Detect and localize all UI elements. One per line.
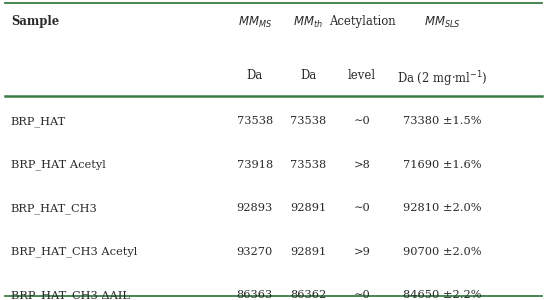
Text: BRP_HAT_CH3 ΔAIL: BRP_HAT_CH3 ΔAIL <box>11 290 130 300</box>
Text: ∼0: ∼0 <box>353 290 370 300</box>
Text: 92893: 92893 <box>237 203 273 213</box>
Text: 86363: 86363 <box>237 290 273 300</box>
Text: Da (2 mg·ml$^{-1}$): Da (2 mg·ml$^{-1}$) <box>397 69 488 89</box>
Text: 73918: 73918 <box>237 160 273 170</box>
Text: 92891: 92891 <box>290 247 327 257</box>
Text: 92810 ±2.0%: 92810 ±2.0% <box>403 203 481 213</box>
Text: 73538: 73538 <box>290 160 327 170</box>
Text: ∼0: ∼0 <box>353 203 370 213</box>
Text: Da: Da <box>300 69 317 82</box>
Text: Sample: Sample <box>11 15 59 28</box>
Text: 73538: 73538 <box>290 116 327 126</box>
Text: BRP_HAT Acetyl: BRP_HAT Acetyl <box>11 160 106 170</box>
Text: 93270: 93270 <box>237 247 273 257</box>
Text: 90700 ±2.0%: 90700 ±2.0% <box>403 247 481 257</box>
Text: $\mathit{MM}_{th}$: $\mathit{MM}_{th}$ <box>293 15 323 30</box>
Text: 92891: 92891 <box>290 203 327 213</box>
Text: Da: Da <box>247 69 263 82</box>
Text: 73538: 73538 <box>237 116 273 126</box>
Text: 86362: 86362 <box>290 290 327 300</box>
Text: 71690 ±1.6%: 71690 ±1.6% <box>403 160 481 170</box>
Text: 73380 ±1.5%: 73380 ±1.5% <box>403 116 481 126</box>
Text: >8: >8 <box>353 160 370 170</box>
Text: >9: >9 <box>353 247 370 257</box>
Text: BRP_HAT: BRP_HAT <box>11 116 66 127</box>
Text: 84650 ±2.2%: 84650 ±2.2% <box>403 290 481 300</box>
Text: BRP_HAT_CH3: BRP_HAT_CH3 <box>11 203 97 214</box>
Text: Acetylation: Acetylation <box>329 15 395 28</box>
Text: BRP_HAT_CH3 Acetyl: BRP_HAT_CH3 Acetyl <box>11 247 137 257</box>
Text: level: level <box>348 69 376 82</box>
Text: $\mathit{MM}_{MS}$: $\mathit{MM}_{MS}$ <box>238 15 272 30</box>
Text: ∼0: ∼0 <box>353 116 370 126</box>
Text: $\mathit{MM}_{SLS}$: $\mathit{MM}_{SLS}$ <box>424 15 461 30</box>
